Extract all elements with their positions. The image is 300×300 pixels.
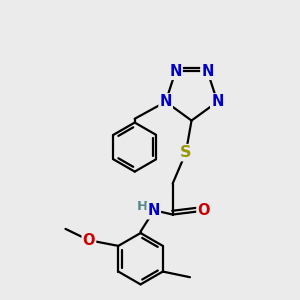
Text: O: O: [82, 233, 95, 248]
Text: N: N: [201, 64, 214, 79]
Text: N: N: [211, 94, 224, 109]
Text: N: N: [169, 64, 182, 79]
Text: N: N: [160, 94, 172, 109]
Text: H: H: [137, 200, 148, 213]
Text: S: S: [180, 145, 192, 160]
Text: N: N: [148, 203, 160, 218]
Text: O: O: [197, 203, 210, 218]
